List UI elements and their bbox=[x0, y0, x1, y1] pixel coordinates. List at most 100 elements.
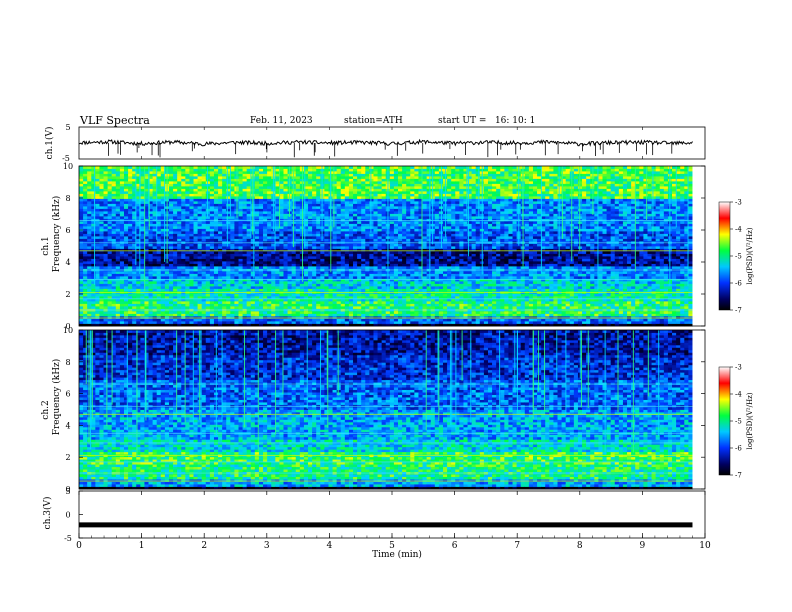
ch1-cell bbox=[123, 266, 129, 269]
ch1-cell bbox=[91, 228, 96, 232]
ch1-cell bbox=[181, 321, 186, 324]
ch1-cell bbox=[123, 211, 129, 214]
ch1-cell bbox=[258, 286, 264, 289]
ch1-cell bbox=[344, 188, 350, 192]
ch1-cell bbox=[83, 263, 88, 267]
ch1-cell bbox=[332, 293, 338, 297]
ch1-cell bbox=[246, 288, 252, 292]
ch1-cell bbox=[250, 288, 256, 292]
ch1-cell bbox=[353, 276, 358, 279]
ch1-cell bbox=[263, 213, 268, 217]
ch1-cell bbox=[83, 198, 88, 202]
ch1-cell bbox=[197, 298, 203, 302]
ch1-cell bbox=[79, 238, 84, 242]
ch1-cell bbox=[299, 306, 305, 309]
ch1-cell bbox=[144, 256, 149, 259]
ch1-cell bbox=[136, 211, 141, 214]
ch1-cell bbox=[87, 256, 92, 259]
ch1-cell bbox=[201, 246, 207, 249]
ch1-cell bbox=[83, 261, 88, 264]
ch1-cell bbox=[123, 276, 129, 279]
ch1-cell bbox=[148, 228, 154, 232]
ch1-cell bbox=[344, 208, 350, 212]
ch1-cell bbox=[107, 208, 113, 212]
ch1-cell bbox=[340, 286, 346, 289]
ch1-cell bbox=[115, 236, 121, 239]
ch1-cell bbox=[275, 283, 280, 287]
ch1-cell bbox=[389, 263, 395, 267]
ch1-cell bbox=[107, 181, 113, 184]
ch1-cell bbox=[197, 186, 203, 189]
ch1-cell bbox=[365, 188, 370, 192]
ch1-cell bbox=[303, 276, 309, 279]
ch1-cell bbox=[361, 251, 366, 254]
ch1-cell bbox=[283, 301, 288, 304]
ch1-cell bbox=[344, 203, 350, 207]
ch1-cell bbox=[152, 276, 158, 279]
ch1-cell bbox=[136, 283, 141, 287]
ch1-cell bbox=[344, 283, 350, 287]
ch1-cell bbox=[279, 201, 284, 204]
ch1-cell bbox=[119, 193, 125, 197]
ch1-cell bbox=[279, 216, 284, 219]
ch1-cell bbox=[316, 301, 321, 304]
ch1-cell bbox=[258, 216, 264, 219]
ch1-cell bbox=[152, 166, 158, 169]
ch1-cell bbox=[267, 316, 272, 319]
ch1-cell bbox=[295, 201, 301, 204]
ch1-cell bbox=[332, 261, 338, 264]
ch1-cell bbox=[87, 173, 92, 177]
ch1-cell bbox=[279, 203, 284, 207]
ch1-cell bbox=[83, 171, 88, 174]
ch1-cell bbox=[79, 266, 84, 269]
ch1-cell bbox=[344, 221, 350, 224]
ch1-cell bbox=[103, 246, 109, 249]
ch1-cell bbox=[87, 236, 92, 239]
ch1-cell bbox=[222, 166, 227, 169]
ch1-cell bbox=[353, 238, 358, 242]
ch1-cell bbox=[250, 276, 256, 279]
ch1-cell bbox=[115, 281, 121, 284]
ch1-cell bbox=[258, 293, 264, 297]
ch1-cell bbox=[144, 213, 149, 217]
ch1-cell bbox=[152, 258, 158, 262]
ch1-cell bbox=[193, 266, 199, 269]
ch1-cell bbox=[173, 276, 178, 279]
ch1-cell bbox=[160, 258, 166, 262]
ch1-cell bbox=[340, 296, 346, 299]
ch1-cell bbox=[361, 173, 366, 177]
ch1-cell bbox=[365, 256, 370, 259]
ch1-cell bbox=[369, 228, 374, 232]
ch1-cell bbox=[242, 246, 248, 249]
ch1-cell bbox=[357, 288, 362, 292]
ch1-cell bbox=[152, 208, 158, 212]
ch1-cell bbox=[128, 176, 133, 179]
ch1-cell bbox=[185, 188, 190, 192]
ch1-cell bbox=[246, 263, 252, 267]
ch1-cell bbox=[91, 186, 96, 189]
ch1-cell bbox=[213, 203, 219, 207]
ch1-cell bbox=[197, 316, 203, 319]
ch1-cell bbox=[263, 298, 268, 302]
ch1-cell bbox=[201, 211, 207, 214]
ch1-cell bbox=[263, 321, 268, 324]
ch1-cell bbox=[185, 296, 190, 299]
ch1-cell bbox=[181, 273, 186, 277]
ch1-cell bbox=[209, 318, 215, 322]
ch1-cell bbox=[369, 281, 374, 284]
ch1-cell bbox=[336, 271, 342, 274]
ch1-cell bbox=[168, 228, 174, 232]
ch1-cell bbox=[316, 216, 321, 219]
ch1-cell bbox=[377, 253, 383, 257]
ch1-cell bbox=[107, 261, 113, 264]
ch1-cell bbox=[197, 313, 203, 317]
ch1-cell bbox=[160, 201, 166, 204]
ch1-cell bbox=[144, 173, 149, 177]
ch1-cell bbox=[119, 248, 125, 252]
ch1-cell bbox=[197, 288, 203, 292]
ch1-cell bbox=[209, 238, 215, 242]
ch1-cell bbox=[128, 203, 133, 207]
ch1-cell bbox=[246, 226, 252, 229]
ch1-cell bbox=[87, 221, 92, 224]
ch1-cell bbox=[377, 301, 383, 304]
